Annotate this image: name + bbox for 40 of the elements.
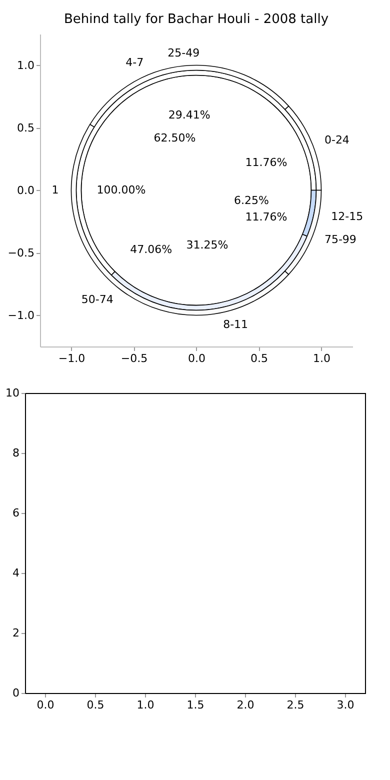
data-label: 6.25% bbox=[234, 194, 269, 208]
y-tick-label: −0.5 bbox=[8, 246, 34, 260]
x-tick-label: −0.5 bbox=[120, 352, 148, 365]
data-label: 29.41% bbox=[168, 108, 210, 122]
y-tick-label: 10 bbox=[6, 386, 20, 400]
x-tick-label: 2.0 bbox=[236, 698, 254, 712]
data-label: 62.50% bbox=[154, 131, 196, 144]
x-tick-label: 0.5 bbox=[86, 698, 104, 712]
x-tick-label: 1.5 bbox=[186, 698, 204, 712]
x-tick-label: 3.0 bbox=[336, 698, 354, 712]
y-tick-label: 1.0 bbox=[17, 58, 34, 72]
y-tick-label: −1.0 bbox=[8, 308, 34, 322]
y-tick-label: 2 bbox=[12, 626, 20, 640]
y-tick-label: 0.5 bbox=[17, 121, 34, 134]
x-tick-label: 0.0 bbox=[36, 698, 54, 712]
data-label: 31.25% bbox=[186, 238, 228, 252]
y-tick-label: 0.0 bbox=[17, 184, 34, 197]
slice-label: 50-74 bbox=[81, 292, 114, 306]
y-tick-label: 8 bbox=[12, 446, 20, 460]
slice-label: 25-49 bbox=[168, 46, 200, 60]
slice-label: 12-15 bbox=[331, 210, 364, 224]
data-label: 11.76% bbox=[245, 210, 288, 224]
slice-label: 8-11 bbox=[223, 318, 248, 332]
y-tick-label: 0 bbox=[12, 686, 20, 700]
data-label: 47.06% bbox=[130, 243, 172, 256]
data-label: 11.76% bbox=[245, 156, 288, 170]
slice-label: 1 bbox=[52, 183, 59, 196]
x-tick-label: 1.0 bbox=[313, 352, 330, 365]
y-tick-label: 4 bbox=[12, 566, 20, 580]
x-tick-label: 0.5 bbox=[250, 352, 268, 365]
x-tick-label: 0.0 bbox=[188, 352, 206, 365]
slice-label: 75-99 bbox=[324, 232, 356, 246]
slice-label: 0-24 bbox=[324, 134, 350, 147]
data-label: 100.00% bbox=[96, 183, 146, 196]
x-tick-label: −1.0 bbox=[58, 352, 86, 365]
x-tick-label: 2.5 bbox=[286, 698, 304, 712]
slice-label: 4-7 bbox=[126, 56, 144, 70]
x-tick-label: 1.0 bbox=[136, 698, 154, 712]
chart-title: Behind tally for Bachar Houli - 2008 tally bbox=[64, 12, 329, 27]
y-tick-label: 6 bbox=[12, 506, 20, 520]
